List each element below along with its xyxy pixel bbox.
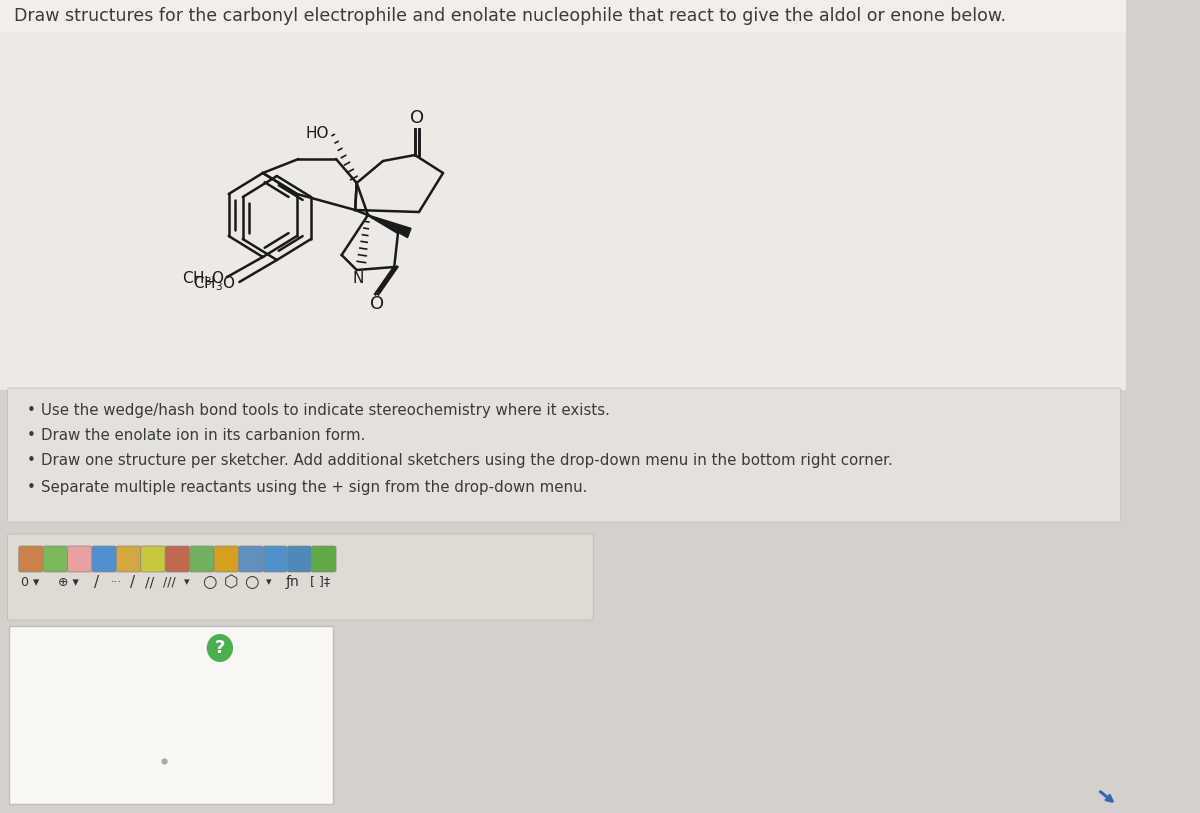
Text: /: / bbox=[94, 575, 98, 589]
Text: 0 ▾: 0 ▾ bbox=[20, 576, 38, 589]
FancyBboxPatch shape bbox=[43, 546, 67, 572]
Text: HO: HO bbox=[305, 125, 329, 141]
Text: •: • bbox=[26, 453, 35, 467]
Text: ⊕ ▾: ⊕ ▾ bbox=[58, 576, 79, 589]
Text: O: O bbox=[371, 295, 384, 313]
Text: ƒn: ƒn bbox=[287, 575, 300, 589]
FancyBboxPatch shape bbox=[116, 546, 140, 572]
Text: ○: ○ bbox=[244, 573, 258, 591]
Text: ///: /// bbox=[163, 576, 176, 589]
Text: CH$_3$O: CH$_3$O bbox=[181, 270, 224, 289]
FancyBboxPatch shape bbox=[19, 546, 43, 572]
Text: Draw the enolate ion in its carbanion form.: Draw the enolate ion in its carbanion fo… bbox=[41, 428, 366, 442]
Text: CH$_3$O: CH$_3$O bbox=[193, 275, 235, 293]
FancyBboxPatch shape bbox=[287, 546, 312, 572]
FancyBboxPatch shape bbox=[190, 546, 214, 572]
Text: ▾: ▾ bbox=[184, 577, 190, 587]
Circle shape bbox=[206, 634, 233, 662]
FancyBboxPatch shape bbox=[7, 534, 593, 620]
Text: Draw one structure per sketcher. Add additional sketchers using the drop-down me: Draw one structure per sketcher. Add add… bbox=[41, 453, 893, 467]
Bar bbox=[10, 626, 334, 804]
FancyBboxPatch shape bbox=[166, 546, 190, 572]
FancyBboxPatch shape bbox=[239, 546, 263, 572]
Text: ▾: ▾ bbox=[265, 577, 271, 587]
Text: Use the wedge/hash bond tools to indicate stereochemistry where it exists.: Use the wedge/hash bond tools to indicat… bbox=[41, 402, 610, 418]
FancyBboxPatch shape bbox=[67, 546, 92, 572]
Text: •: • bbox=[26, 402, 35, 418]
FancyBboxPatch shape bbox=[214, 546, 239, 572]
Text: /: / bbox=[130, 575, 134, 589]
FancyBboxPatch shape bbox=[140, 546, 166, 572]
FancyBboxPatch shape bbox=[263, 546, 287, 572]
Text: N: N bbox=[353, 271, 365, 285]
Text: ⬡: ⬡ bbox=[223, 573, 238, 591]
Text: •: • bbox=[26, 480, 35, 494]
FancyBboxPatch shape bbox=[312, 546, 336, 572]
Text: ?: ? bbox=[215, 639, 226, 657]
Text: ○: ○ bbox=[202, 573, 216, 591]
Text: O: O bbox=[409, 109, 424, 127]
Bar bbox=[0, 32, 1127, 390]
FancyBboxPatch shape bbox=[7, 388, 1121, 522]
Text: Separate multiple reactants using the + sign from the drop-down menu.: Separate multiple reactants using the + … bbox=[41, 480, 588, 494]
Polygon shape bbox=[368, 215, 412, 237]
Bar bbox=[0, 0, 1127, 32]
Text: [ ]‡: [ ]‡ bbox=[310, 576, 330, 589]
FancyBboxPatch shape bbox=[92, 546, 116, 572]
Text: Draw structures for the carbonyl electrophile and enolate nucleophile that react: Draw structures for the carbonyl electro… bbox=[14, 7, 1006, 25]
Text: •: • bbox=[26, 428, 35, 442]
Text: //: // bbox=[144, 575, 154, 589]
Text: ···: ··· bbox=[110, 577, 121, 587]
